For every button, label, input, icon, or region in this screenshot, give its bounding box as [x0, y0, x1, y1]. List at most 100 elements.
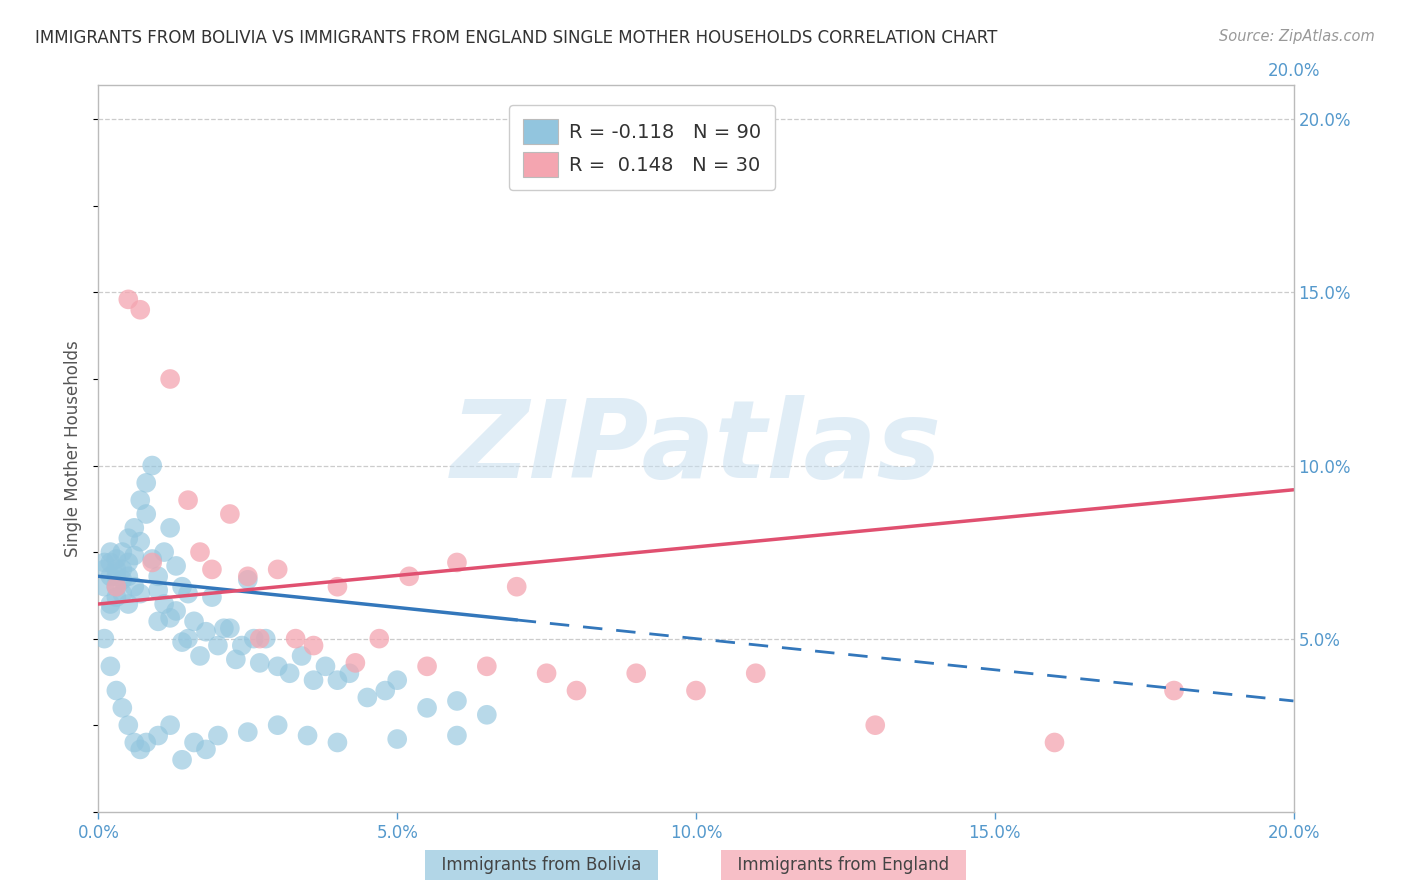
Point: [111, 545, 134, 559]
Text: Immigrants from Bolivia: Immigrants from Bolivia: [430, 856, 652, 874]
Point: [201, 590, 224, 604]
Point: [201, 562, 224, 576]
Point: [93, 562, 115, 576]
Point: [1043, 735, 1066, 749]
Point: [148, 569, 170, 583]
Point: [105, 569, 128, 583]
Text: IMMIGRANTS FROM BOLIVIA VS IMMIGRANTS FROM ENGLAND SINGLE MOTHER HOUSEHOLDS CORR: IMMIGRANTS FROM BOLIVIA VS IMMIGRANTS FR…: [35, 29, 997, 47]
Point: [236, 569, 259, 583]
Point: [254, 632, 277, 646]
Point: [195, 742, 218, 756]
Point: [356, 690, 378, 705]
Point: [111, 573, 134, 587]
Point: [135, 475, 157, 490]
Point: [98, 659, 122, 673]
Point: [159, 521, 181, 535]
Point: [148, 583, 170, 598]
Point: [129, 587, 152, 601]
Point: [159, 611, 181, 625]
Point: [236, 725, 259, 739]
Point: [745, 666, 768, 681]
Point: [111, 587, 134, 601]
Point: [172, 753, 194, 767]
Point: [207, 729, 229, 743]
Point: [177, 587, 200, 601]
Point: [267, 659, 290, 673]
Point: [506, 580, 529, 594]
Text: ZIPatlas: ZIPatlas: [450, 395, 942, 501]
Point: [446, 729, 468, 743]
Point: [153, 545, 176, 559]
Point: [212, 621, 235, 635]
Text: Immigrants from England: Immigrants from England: [727, 856, 960, 874]
Point: [141, 458, 163, 473]
Point: [219, 507, 242, 521]
Point: [416, 701, 439, 715]
Point: [93, 632, 115, 646]
Point: [368, 632, 391, 646]
Point: [105, 552, 128, 566]
Point: [398, 569, 420, 583]
Point: [177, 493, 200, 508]
Point: [374, 683, 396, 698]
Point: [105, 580, 128, 594]
Point: [231, 639, 253, 653]
Point: [124, 521, 146, 535]
Point: [111, 562, 134, 576]
Point: [148, 615, 170, 629]
Point: [326, 735, 349, 749]
Point: [188, 545, 211, 559]
Point: [172, 580, 194, 594]
Point: [111, 701, 134, 715]
Point: [135, 507, 157, 521]
Point: [195, 624, 218, 639]
Point: [117, 556, 139, 570]
Point: [1163, 683, 1185, 698]
Point: [117, 569, 139, 583]
Point: [446, 694, 468, 708]
Point: [141, 556, 163, 570]
Point: [129, 742, 152, 756]
Point: [117, 718, 139, 732]
Point: [105, 590, 128, 604]
Point: [183, 615, 205, 629]
Point: [267, 562, 290, 576]
Point: [177, 632, 200, 646]
Point: [446, 556, 468, 570]
Point: [219, 621, 242, 635]
Point: [148, 729, 170, 743]
Point: [339, 666, 361, 681]
Point: [141, 552, 163, 566]
Point: [124, 580, 146, 594]
Point: [326, 580, 349, 594]
Legend: R = -0.118   N = 90, R =  0.148   N = 30: R = -0.118 N = 90, R = 0.148 N = 30: [509, 105, 775, 190]
Point: [344, 656, 367, 670]
Point: [267, 718, 290, 732]
Point: [685, 683, 707, 698]
Point: [93, 580, 115, 594]
Point: [98, 569, 122, 583]
Point: [105, 562, 128, 576]
Point: [153, 597, 176, 611]
Point: [302, 673, 325, 688]
Point: [159, 372, 181, 386]
Point: [416, 659, 439, 673]
Point: [626, 666, 648, 681]
Point: [93, 556, 115, 570]
Point: [565, 683, 588, 698]
Point: [129, 534, 152, 549]
Point: [172, 635, 194, 649]
Point: [291, 648, 314, 663]
Point: [117, 293, 139, 307]
Point: [98, 604, 122, 618]
Point: [124, 735, 146, 749]
Y-axis label: Single Mother Households: Single Mother Households: [65, 340, 83, 557]
Point: [165, 558, 187, 573]
Point: [129, 493, 152, 508]
Point: [207, 639, 229, 653]
Point: [165, 604, 187, 618]
Point: [117, 597, 139, 611]
Point: [105, 580, 128, 594]
Point: [105, 683, 128, 698]
Point: [326, 673, 349, 688]
